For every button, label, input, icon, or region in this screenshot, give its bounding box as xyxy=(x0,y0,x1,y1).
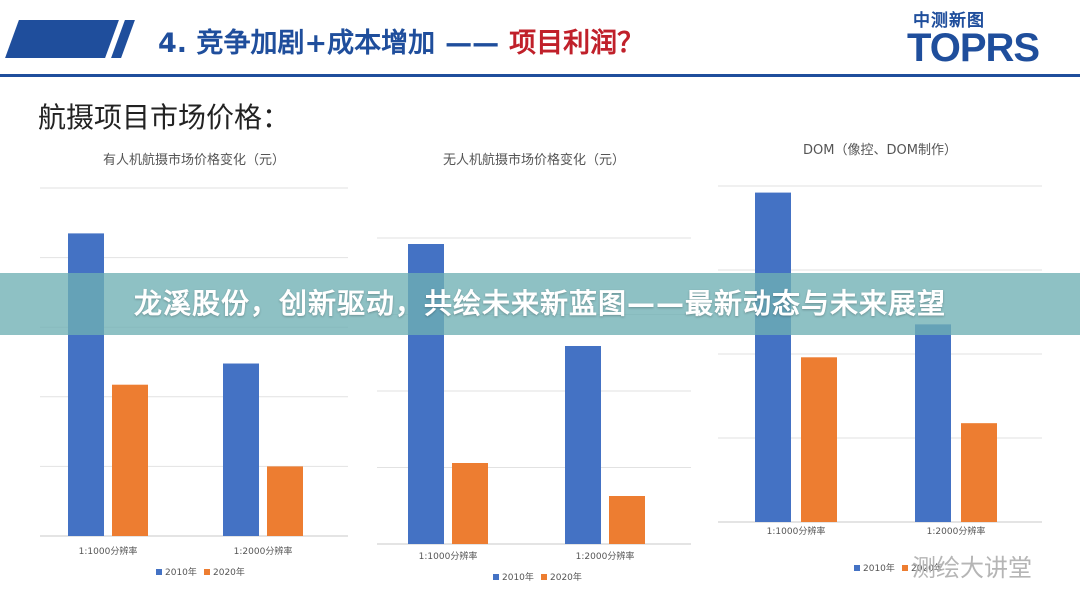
logo-english-text: TOPRS xyxy=(907,26,1040,70)
bar-2010-cat-2 xyxy=(565,346,601,544)
bar-2010-cat-1 xyxy=(755,192,791,522)
bar-2020-cat-2 xyxy=(267,466,303,536)
x-tick-label: 1:2000分辨率 xyxy=(927,525,986,537)
overlay-banner xyxy=(0,273,1080,335)
x-tick-label: 1:1000分辨率 xyxy=(767,525,826,537)
legend-swatch xyxy=(541,574,547,580)
legend-swatch xyxy=(854,565,860,571)
watermark-text: 测绘大讲堂 xyxy=(912,554,1032,582)
chart-title: 有人机航摄市场价格变化（元） xyxy=(103,152,285,168)
heading-main: 4. 竞争加剧+成本增加 xyxy=(158,28,436,59)
chart-uav-aerial-svg: 无人机航摄市场价格变化（元） 1:1000分辨率 1:2000分辨率 2010年 202… xyxy=(377,152,691,583)
slide-heading: 4. 竞争加剧+成本增加 —— 项目利润？ xyxy=(158,22,644,66)
legend-label: 2020年 xyxy=(911,562,943,574)
bar-2010-cat-2 xyxy=(223,363,259,536)
header-decoration-bar xyxy=(5,20,119,58)
toprs-logo: 中测新图 TOPRS xyxy=(905,6,1070,70)
chart-title: 无人机航摄市场价格变化（元） xyxy=(443,152,625,168)
section-title: 航摄项目市场价格： xyxy=(38,101,291,134)
heading-accent: 项目利润？ xyxy=(509,28,645,59)
chart-dom: DOM（像控、DOM制作） 1:1000分辨率 1:2000分辨率 2010年 2020… xyxy=(716,138,1046,583)
x-tick-label: 1:1000分辨率 xyxy=(79,545,138,557)
legend-label: 2020年 xyxy=(213,566,245,578)
x-tick-label: 1:1000分辨率 xyxy=(419,550,478,562)
legend-swatch xyxy=(156,569,162,575)
bar-2020-cat-1 xyxy=(801,357,837,522)
legend-label: 2010年 xyxy=(165,566,197,578)
chart-manned-aerial: 有人机航摄市场价格变化（元） 1:1000分辨率 1:2000分辨率 2010年 202… xyxy=(38,148,353,588)
chart-dom-svg: DOM（像控、DOM制作） 1:1000分辨率 1:2000分辨率 2010年 2020… xyxy=(718,143,1042,574)
chart-manned-aerial-svg: 有人机航摄市场价格变化（元） 1:1000分辨率 1:2000分辨率 2010年 202… xyxy=(40,152,348,578)
legend-label: 2010年 xyxy=(502,571,534,583)
chart-uav-aerial: 无人机航摄市场价格变化（元） 1:1000分辨率 1:2000分辨率 2010年 202… xyxy=(375,148,693,593)
heading-dash: —— xyxy=(445,28,500,59)
bar-2010-cat-2 xyxy=(915,324,951,522)
header-band xyxy=(0,0,1080,76)
legend-label: 2020年 xyxy=(550,571,582,583)
overlay-headline: 龙溪股份，创新驱动，共绘未来新蓝图——最新动态与未来展望 xyxy=(133,287,946,320)
bar-2020-cat-2 xyxy=(961,423,997,522)
bar-2020-cat-1 xyxy=(452,463,488,544)
bar-2020-cat-1 xyxy=(112,384,148,536)
x-tick-label: 1:2000分辨率 xyxy=(576,550,635,562)
bar-2020-cat-2 xyxy=(609,496,645,544)
legend-swatch xyxy=(204,569,210,575)
x-tick-label: 1:2000分辨率 xyxy=(234,545,293,557)
legend-label: 2010年 xyxy=(863,562,895,574)
chart-title: DOM（像控、DOM制作） xyxy=(803,143,957,158)
legend-swatch xyxy=(493,574,499,580)
legend-swatch xyxy=(902,565,908,571)
logo-chinese-text: 中测新图 xyxy=(913,11,985,31)
header-rule xyxy=(0,74,1080,77)
